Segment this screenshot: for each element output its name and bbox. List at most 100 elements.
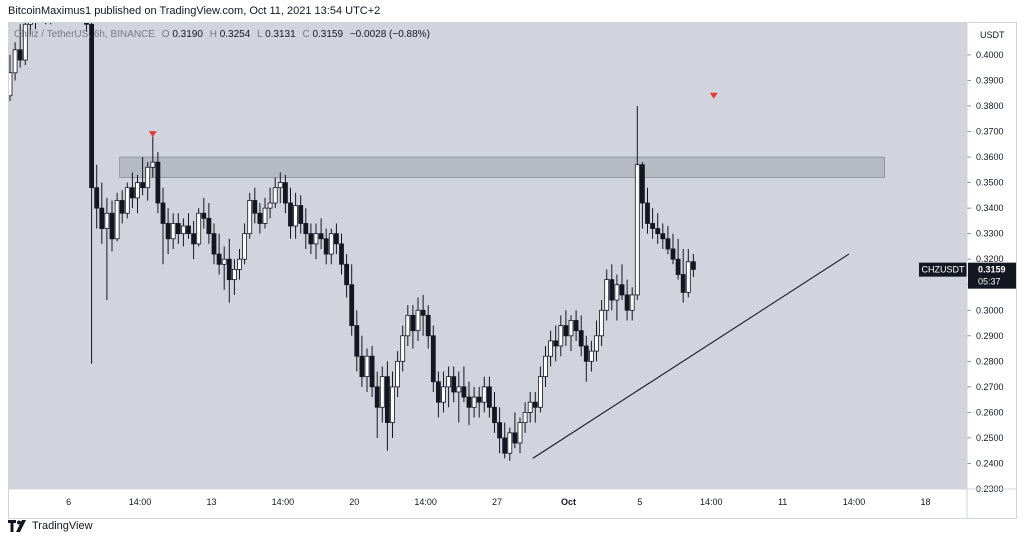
candle-body xyxy=(354,325,360,357)
candle-body xyxy=(27,23,33,25)
candle-body xyxy=(471,396,477,408)
y-axis-label: 0.2800 xyxy=(976,356,1004,366)
candle-body xyxy=(119,200,125,214)
candle-body xyxy=(150,161,156,168)
candle-body xyxy=(578,330,584,347)
candle-body xyxy=(604,279,610,311)
x-axis-label: 18 xyxy=(920,497,930,507)
candle-body xyxy=(201,212,207,219)
symbol-label[interactable]: Chiliz / TetherUS, 6h, BINANCE xyxy=(14,29,155,40)
candle-body xyxy=(44,4,48,14)
candle-body xyxy=(420,309,426,316)
candle-body xyxy=(145,166,151,189)
candle-body xyxy=(430,335,436,383)
candle-body xyxy=(104,212,110,229)
candle-body xyxy=(114,200,120,240)
last-price-label: 0.3159 xyxy=(978,265,1006,275)
candle-body xyxy=(196,212,202,245)
x-axis-label: 14:00 xyxy=(414,497,437,507)
candle-body xyxy=(645,202,650,224)
candle-body xyxy=(543,355,548,378)
candle-body xyxy=(435,381,441,403)
candle-body xyxy=(650,223,655,229)
candle-body xyxy=(364,355,370,378)
plot-background xyxy=(9,23,967,489)
candle-body xyxy=(165,223,171,240)
candle-body xyxy=(476,396,482,403)
candle-body xyxy=(94,187,100,209)
candle-body xyxy=(79,0,83,4)
candle-body xyxy=(680,274,686,293)
candle-body xyxy=(282,182,288,204)
candle-body xyxy=(99,207,105,229)
candle-body xyxy=(206,217,212,235)
candle-body xyxy=(49,0,53,14)
candle-body xyxy=(594,335,599,352)
candle-body xyxy=(252,200,258,214)
candle-body xyxy=(328,233,334,255)
candle-body xyxy=(415,309,421,332)
close-label: C xyxy=(302,29,310,40)
tradingview-logo[interactable]: TradingView xyxy=(8,520,93,532)
y-axis-label: 0.2600 xyxy=(976,407,1004,417)
candle-body xyxy=(22,23,28,61)
candle-body xyxy=(629,294,635,311)
ohlc-legend: Chiliz / TetherUS, 6h, BINANCE O 0.3190 … xyxy=(14,29,430,40)
candle-body xyxy=(221,258,227,265)
candle-body xyxy=(247,200,253,235)
candle-body xyxy=(624,294,630,311)
candle-body xyxy=(359,355,365,378)
candle-body xyxy=(527,401,533,413)
y-axis-label: 0.2900 xyxy=(976,331,1004,341)
candle-body xyxy=(226,258,232,281)
y-axis-label: 0.3500 xyxy=(976,178,1004,188)
candle-body xyxy=(175,223,181,235)
candle-body xyxy=(277,182,283,189)
y-axis-label: 0.2700 xyxy=(976,382,1004,392)
candle-body xyxy=(237,258,242,270)
x-axis-label: 27 xyxy=(492,497,502,507)
candle-body xyxy=(405,314,411,337)
candle-body xyxy=(517,422,523,444)
candle-body xyxy=(441,386,446,403)
candle-body xyxy=(640,164,645,204)
candle-body xyxy=(568,320,574,337)
x-axis-label: Oct xyxy=(561,497,576,507)
x-axis-label: 6 xyxy=(66,497,71,507)
candle-body xyxy=(548,340,553,357)
candle-body xyxy=(69,0,73,6)
candle-body xyxy=(538,376,543,408)
candle-body xyxy=(339,243,344,265)
candle-body xyxy=(64,0,68,4)
candle-body xyxy=(9,72,13,97)
candle-body xyxy=(486,386,492,408)
countdown-label: 05:37 xyxy=(978,277,1001,287)
candle-body xyxy=(384,376,390,424)
candle-body xyxy=(512,432,518,444)
y-axis-label: 0.2400 xyxy=(976,458,1004,468)
candle-body xyxy=(522,411,528,424)
candle-body xyxy=(609,279,615,301)
x-axis-label: 14:00 xyxy=(272,497,295,507)
candle-body xyxy=(39,4,43,9)
high-label: H xyxy=(209,29,217,40)
candle-body xyxy=(379,376,385,408)
y-axis-label: 0.4000 xyxy=(976,50,1004,60)
candle-body xyxy=(216,253,222,265)
candle-body xyxy=(670,248,676,260)
y-axis-currency: USDT xyxy=(980,30,1005,40)
candle-body xyxy=(89,23,94,189)
candle-body xyxy=(313,233,319,245)
candle-body xyxy=(231,269,237,281)
candle-body xyxy=(293,205,299,227)
candle-body xyxy=(497,422,503,439)
candle-body xyxy=(456,386,462,393)
y-axis-label: 0.3000 xyxy=(976,305,1004,315)
candle-body xyxy=(395,360,401,388)
candle-body xyxy=(619,284,625,296)
candle-body xyxy=(634,164,640,296)
candle-body xyxy=(410,314,416,332)
candle-body xyxy=(267,202,273,209)
candle-body xyxy=(124,187,130,214)
